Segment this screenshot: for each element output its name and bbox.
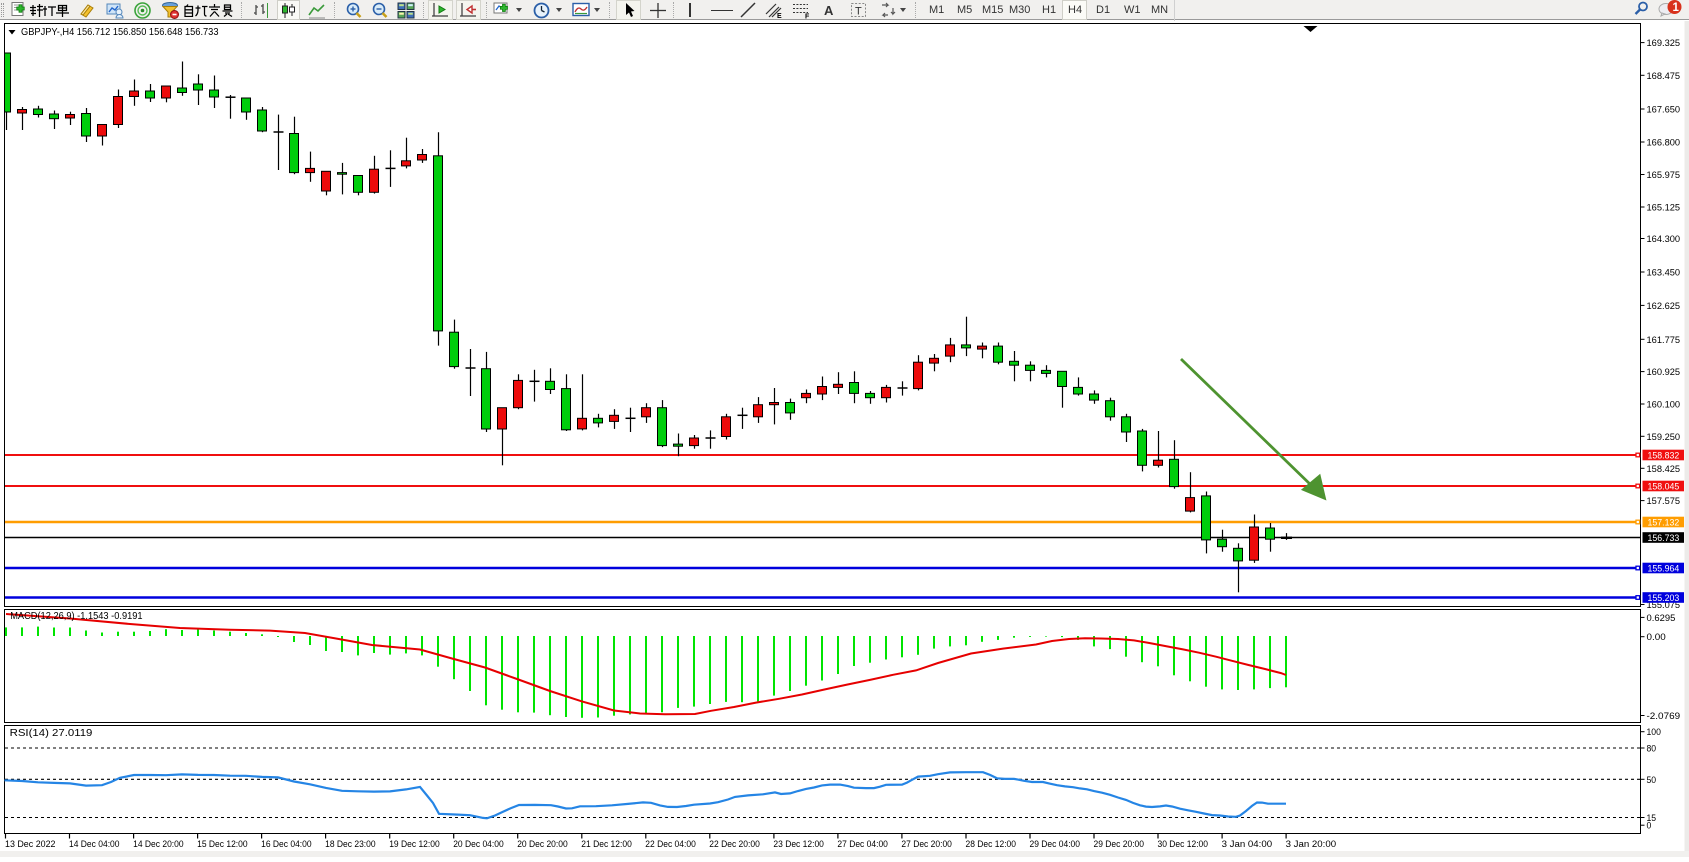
svg-text:156.733: 156.733 bbox=[1648, 533, 1680, 544]
svg-text:0.00: 0.00 bbox=[1647, 632, 1666, 643]
svg-text:21 Dec 12:00: 21 Dec 12:00 bbox=[581, 839, 632, 850]
svg-text:3 Jan 20:00: 3 Jan 20:00 bbox=[1286, 839, 1337, 850]
svg-text:158.045: 158.045 bbox=[1648, 482, 1680, 493]
svg-text:169.325: 169.325 bbox=[1647, 38, 1681, 49]
svg-text:157.132: 157.132 bbox=[1648, 518, 1680, 529]
svg-text:165.125: 165.125 bbox=[1647, 203, 1681, 214]
svg-text:167.650: 167.650 bbox=[1647, 105, 1681, 116]
svg-text:20 Dec 04:00: 20 Dec 04:00 bbox=[453, 839, 504, 850]
svg-text:14 Dec 20:00: 14 Dec 20:00 bbox=[133, 839, 184, 850]
svg-text:18 Dec 23:00: 18 Dec 23:00 bbox=[325, 839, 376, 850]
svg-text:22 Dec 20:00: 22 Dec 20:00 bbox=[709, 839, 760, 850]
svg-text:100: 100 bbox=[1647, 727, 1661, 738]
svg-text:158.832: 158.832 bbox=[1648, 451, 1680, 462]
svg-text:3 Jan 04:00: 3 Jan 04:00 bbox=[1222, 839, 1273, 850]
svg-text:160.925: 160.925 bbox=[1647, 367, 1681, 378]
svg-text:164.300: 164.300 bbox=[1647, 234, 1681, 245]
svg-text:15 Dec 12:00: 15 Dec 12:00 bbox=[197, 839, 248, 850]
svg-text:0: 0 bbox=[1647, 821, 1652, 832]
svg-text:30 Dec 12:00: 30 Dec 12:00 bbox=[1158, 839, 1209, 850]
svg-text:T: T bbox=[855, 6, 862, 18]
svg-text:159.250: 159.250 bbox=[1647, 432, 1681, 443]
svg-text:27 Dec 20:00: 27 Dec 20:00 bbox=[901, 839, 952, 850]
svg-text:20 Dec 20:00: 20 Dec 20:00 bbox=[517, 839, 568, 850]
svg-text:165.975: 165.975 bbox=[1647, 170, 1681, 181]
svg-text:168.475: 168.475 bbox=[1647, 71, 1681, 82]
svg-text:160.100: 160.100 bbox=[1647, 400, 1681, 411]
svg-text:158.425: 158.425 bbox=[1647, 464, 1681, 475]
svg-text:166.800: 166.800 bbox=[1647, 138, 1681, 149]
svg-text:13 Dec 2022: 13 Dec 2022 bbox=[5, 839, 56, 850]
svg-text:155.203: 155.203 bbox=[1648, 593, 1680, 604]
svg-text:GBPJPY-,H4 156.712 156.850 15: GBPJPY-,H4 156.712 156.850 156.648 156.7… bbox=[21, 27, 219, 38]
svg-text:-2.0769: -2.0769 bbox=[1647, 711, 1681, 722]
svg-text:1: 1 bbox=[1673, 2, 1680, 14]
svg-text:157.575: 157.575 bbox=[1647, 496, 1681, 507]
svg-text:50: 50 bbox=[1647, 775, 1657, 786]
svg-text:161.775: 161.775 bbox=[1647, 335, 1681, 346]
svg-text:23 Dec 12:00: 23 Dec 12:00 bbox=[773, 839, 824, 850]
svg-text:RSI(14) 27.0119: RSI(14) 27.0119 bbox=[10, 728, 93, 739]
svg-text:155.964: 155.964 bbox=[1648, 564, 1680, 575]
svg-text:22 Dec 04:00: 22 Dec 04:00 bbox=[645, 839, 696, 850]
svg-text:162.625: 162.625 bbox=[1647, 301, 1681, 312]
svg-text:80: 80 bbox=[1647, 744, 1657, 755]
svg-text:27 Dec 04:00: 27 Dec 04:00 bbox=[837, 839, 888, 850]
svg-text:16 Dec 04:00: 16 Dec 04:00 bbox=[261, 839, 312, 850]
svg-text:29 Dec 20:00: 29 Dec 20:00 bbox=[1094, 839, 1145, 850]
svg-text:F: F bbox=[805, 14, 810, 20]
svg-text:163.450: 163.450 bbox=[1647, 268, 1681, 279]
svg-text:29 Dec 04:00: 29 Dec 04:00 bbox=[1030, 839, 1081, 850]
svg-text:0.6295: 0.6295 bbox=[1647, 613, 1676, 624]
svg-text:MACD(12,26,9) -1.1543 -0.9191: MACD(12,26,9) -1.1543 -0.9191 bbox=[10, 611, 143, 622]
svg-text:19 Dec 12:00: 19 Dec 12:00 bbox=[389, 839, 440, 850]
svg-text:14 Dec 04:00: 14 Dec 04:00 bbox=[69, 839, 120, 850]
svg-text:28 Dec 12:00: 28 Dec 12:00 bbox=[966, 839, 1017, 850]
svg-text:E: E bbox=[777, 13, 782, 19]
